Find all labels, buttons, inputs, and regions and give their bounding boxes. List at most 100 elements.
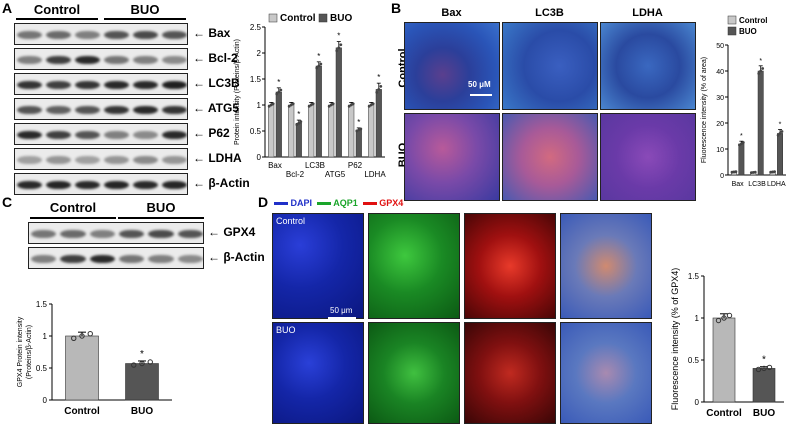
y-tick-label: 0	[43, 396, 48, 405]
b-micrograph-buo-bax	[404, 113, 500, 201]
arrow-left-icon: ←	[193, 76, 209, 90]
significance-mark: *	[779, 122, 782, 129]
data-point	[289, 103, 293, 107]
d-micrograph-control-gpx4	[464, 213, 556, 319]
legend-swatch-control	[268, 13, 278, 23]
blot-band	[119, 229, 145, 239]
x-tick-label: Control	[64, 406, 100, 417]
blot-band	[162, 130, 187, 140]
blot-band	[17, 155, 42, 165]
data-point	[761, 365, 767, 372]
bar-buo-bax	[738, 143, 745, 176]
y-tick-label: 50	[716, 43, 724, 50]
blot-band	[60, 229, 86, 239]
bar-buo-lc3b	[757, 70, 764, 176]
blot-band	[89, 229, 115, 239]
y-tick-label: 1	[43, 332, 48, 341]
data-point	[317, 64, 321, 68]
y-tick-label: 1.5	[688, 272, 700, 281]
blot-band	[31, 254, 57, 264]
x-tick-label: BUO	[753, 408, 775, 419]
blot-label-text: LC3B	[208, 76, 240, 90]
d-micrograph-buo-dapi	[272, 322, 364, 424]
blot-band	[104, 55, 129, 65]
group-control-a: Control	[33, 2, 81, 17]
blot-band	[46, 130, 71, 140]
y-tick-label: 1.5	[250, 75, 262, 84]
data-point	[335, 49, 339, 53]
data-point	[315, 66, 319, 70]
data-point	[734, 170, 738, 174]
legend-swatch-dapi	[274, 202, 288, 206]
blot-band	[162, 80, 187, 90]
data-point	[131, 362, 137, 368]
bar-control-ldha	[368, 104, 375, 158]
data-point	[71, 335, 77, 342]
x-tick-label: ATG5	[325, 170, 346, 179]
significance-mark: *	[740, 133, 743, 140]
y-tick-label: 40	[716, 69, 724, 76]
blot-strip-bax	[14, 23, 188, 45]
blot-band	[162, 180, 187, 190]
data-point	[776, 133, 780, 137]
d-row-label-buo: BUO	[276, 325, 296, 335]
arrow-left-icon: ←	[193, 126, 209, 140]
arrow-left-icon: ←	[193, 101, 208, 115]
blot-band	[17, 180, 42, 190]
y-axis-label-group: GPX4 Protein intensity (Proteins/β-Actin)	[17, 316, 33, 387]
data-point	[269, 103, 273, 107]
x-tick-label: BUO	[131, 406, 153, 417]
arrow-left-icon: ←	[193, 26, 209, 40]
data-point	[379, 85, 383, 88]
blot-band	[177, 254, 203, 264]
arrow-left-icon: ←	[208, 225, 224, 239]
x-tick-label: LC3B	[305, 161, 325, 170]
blot-band	[75, 30, 100, 40]
data-point	[271, 102, 275, 106]
data-point	[369, 103, 373, 107]
legend-swatch-aqp1	[317, 202, 332, 206]
d-micrograph-buo-aqp1	[368, 322, 460, 424]
data-point	[275, 92, 279, 96]
blot-band	[104, 105, 129, 115]
y-axis-label-group: Protein intensity (Proteins/β-Actin)	[234, 39, 241, 145]
blot-strip-lc3b	[14, 73, 188, 95]
significance-mark: *	[357, 118, 360, 127]
data-point	[349, 103, 353, 107]
blot-band	[133, 130, 158, 140]
data-point	[753, 170, 757, 174]
b-micrograph-buo-ldha	[600, 113, 696, 201]
data-point	[279, 88, 283, 92]
x-tick-label: LDHA	[364, 170, 386, 179]
significance-mark: *	[762, 355, 766, 366]
y-tick-label: 1.5	[36, 300, 48, 309]
blot-band	[75, 155, 100, 165]
data-point	[147, 359, 153, 365]
bar-buo-ldha	[375, 89, 382, 158]
d-channel-legend: DAPI AQP1 GPX4	[274, 198, 403, 208]
x-tick-label: Bax	[268, 161, 282, 170]
blot-label-text: LDHA	[208, 151, 242, 165]
y-tick-label: 2.5	[250, 23, 262, 32]
significance-mark: *	[377, 73, 380, 82]
blot-band	[46, 155, 71, 165]
blot-band	[133, 55, 158, 65]
panel-a-bar-chart: 0 0.5 1 1.5 2 2.5 * Bax * Bcl-2 * LC3B * ATG5 * P62 * LDH…	[234, 13, 386, 179]
blot-band	[75, 80, 100, 90]
b-micrograph-buo-lc3b	[502, 113, 598, 201]
blot-band	[133, 155, 158, 165]
d-micrograph-buo-gpx4	[464, 322, 556, 424]
y-axis-label-line: (Proteins/β-Actin)	[26, 325, 33, 379]
bar-control-atg5	[328, 104, 335, 158]
bar-control-lc3b	[308, 104, 315, 158]
group-line-buo-c	[118, 217, 204, 219]
data-point	[79, 333, 85, 339]
blot-band	[148, 254, 174, 264]
data-point	[780, 130, 784, 133]
bar-control-p62	[348, 104, 355, 158]
group-line-buo-a	[104, 18, 186, 20]
bar-control-bcl2	[288, 104, 295, 158]
legend-label-buo: BUO	[330, 13, 352, 24]
data-point	[287, 104, 291, 108]
blot-label-gpx4: ← GPX4	[208, 225, 255, 239]
